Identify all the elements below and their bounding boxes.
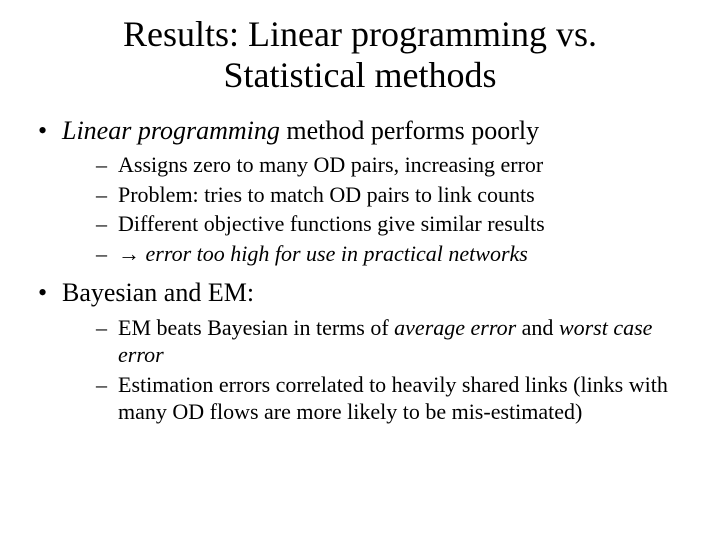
sub-bem-0-mid: and [516, 315, 559, 340]
sub-bem-0-i1: average error [394, 315, 516, 340]
bullet-list: Linear programming method performs poorl… [30, 115, 690, 426]
arrow-icon: → [118, 241, 146, 266]
sub-lp-1: Problem: tries to match OD pairs to link… [96, 181, 690, 209]
sub-lp-2: Different objective functions give simil… [96, 210, 690, 238]
bullet-lp-rest: method performs poorly [280, 116, 539, 145]
sub-list-lp: Assigns zero to many OD pairs, increasin… [62, 151, 690, 267]
sub-bem-0-pre: EM beats Bayesian in terms of [118, 315, 394, 340]
bullet-bayesian-em: Bayesian and EM: EM beats Bayesian in te… [36, 277, 690, 426]
sub-list-bem: EM beats Bayesian in terms of average er… [62, 314, 690, 426]
slide: Results: Linear programming vs. Statisti… [0, 0, 720, 540]
sub-bem-0: EM beats Bayesian in terms of average er… [96, 314, 690, 369]
sub-bem-1: Estimation errors correlated to heavily … [96, 371, 690, 426]
bullet-bem-text: Bayesian and EM: [62, 278, 254, 307]
sub-lp-3: → error too high for use in practical ne… [96, 240, 690, 268]
bullet-lp-prefix: Linear programming [62, 116, 280, 145]
sub-lp-3-text: error too high for use in practical netw… [146, 241, 528, 266]
slide-title: Results: Linear programming vs. Statisti… [50, 14, 670, 97]
sub-lp-0: Assigns zero to many OD pairs, increasin… [96, 151, 690, 179]
bullet-linear-programming: Linear programming method performs poorl… [36, 115, 690, 268]
